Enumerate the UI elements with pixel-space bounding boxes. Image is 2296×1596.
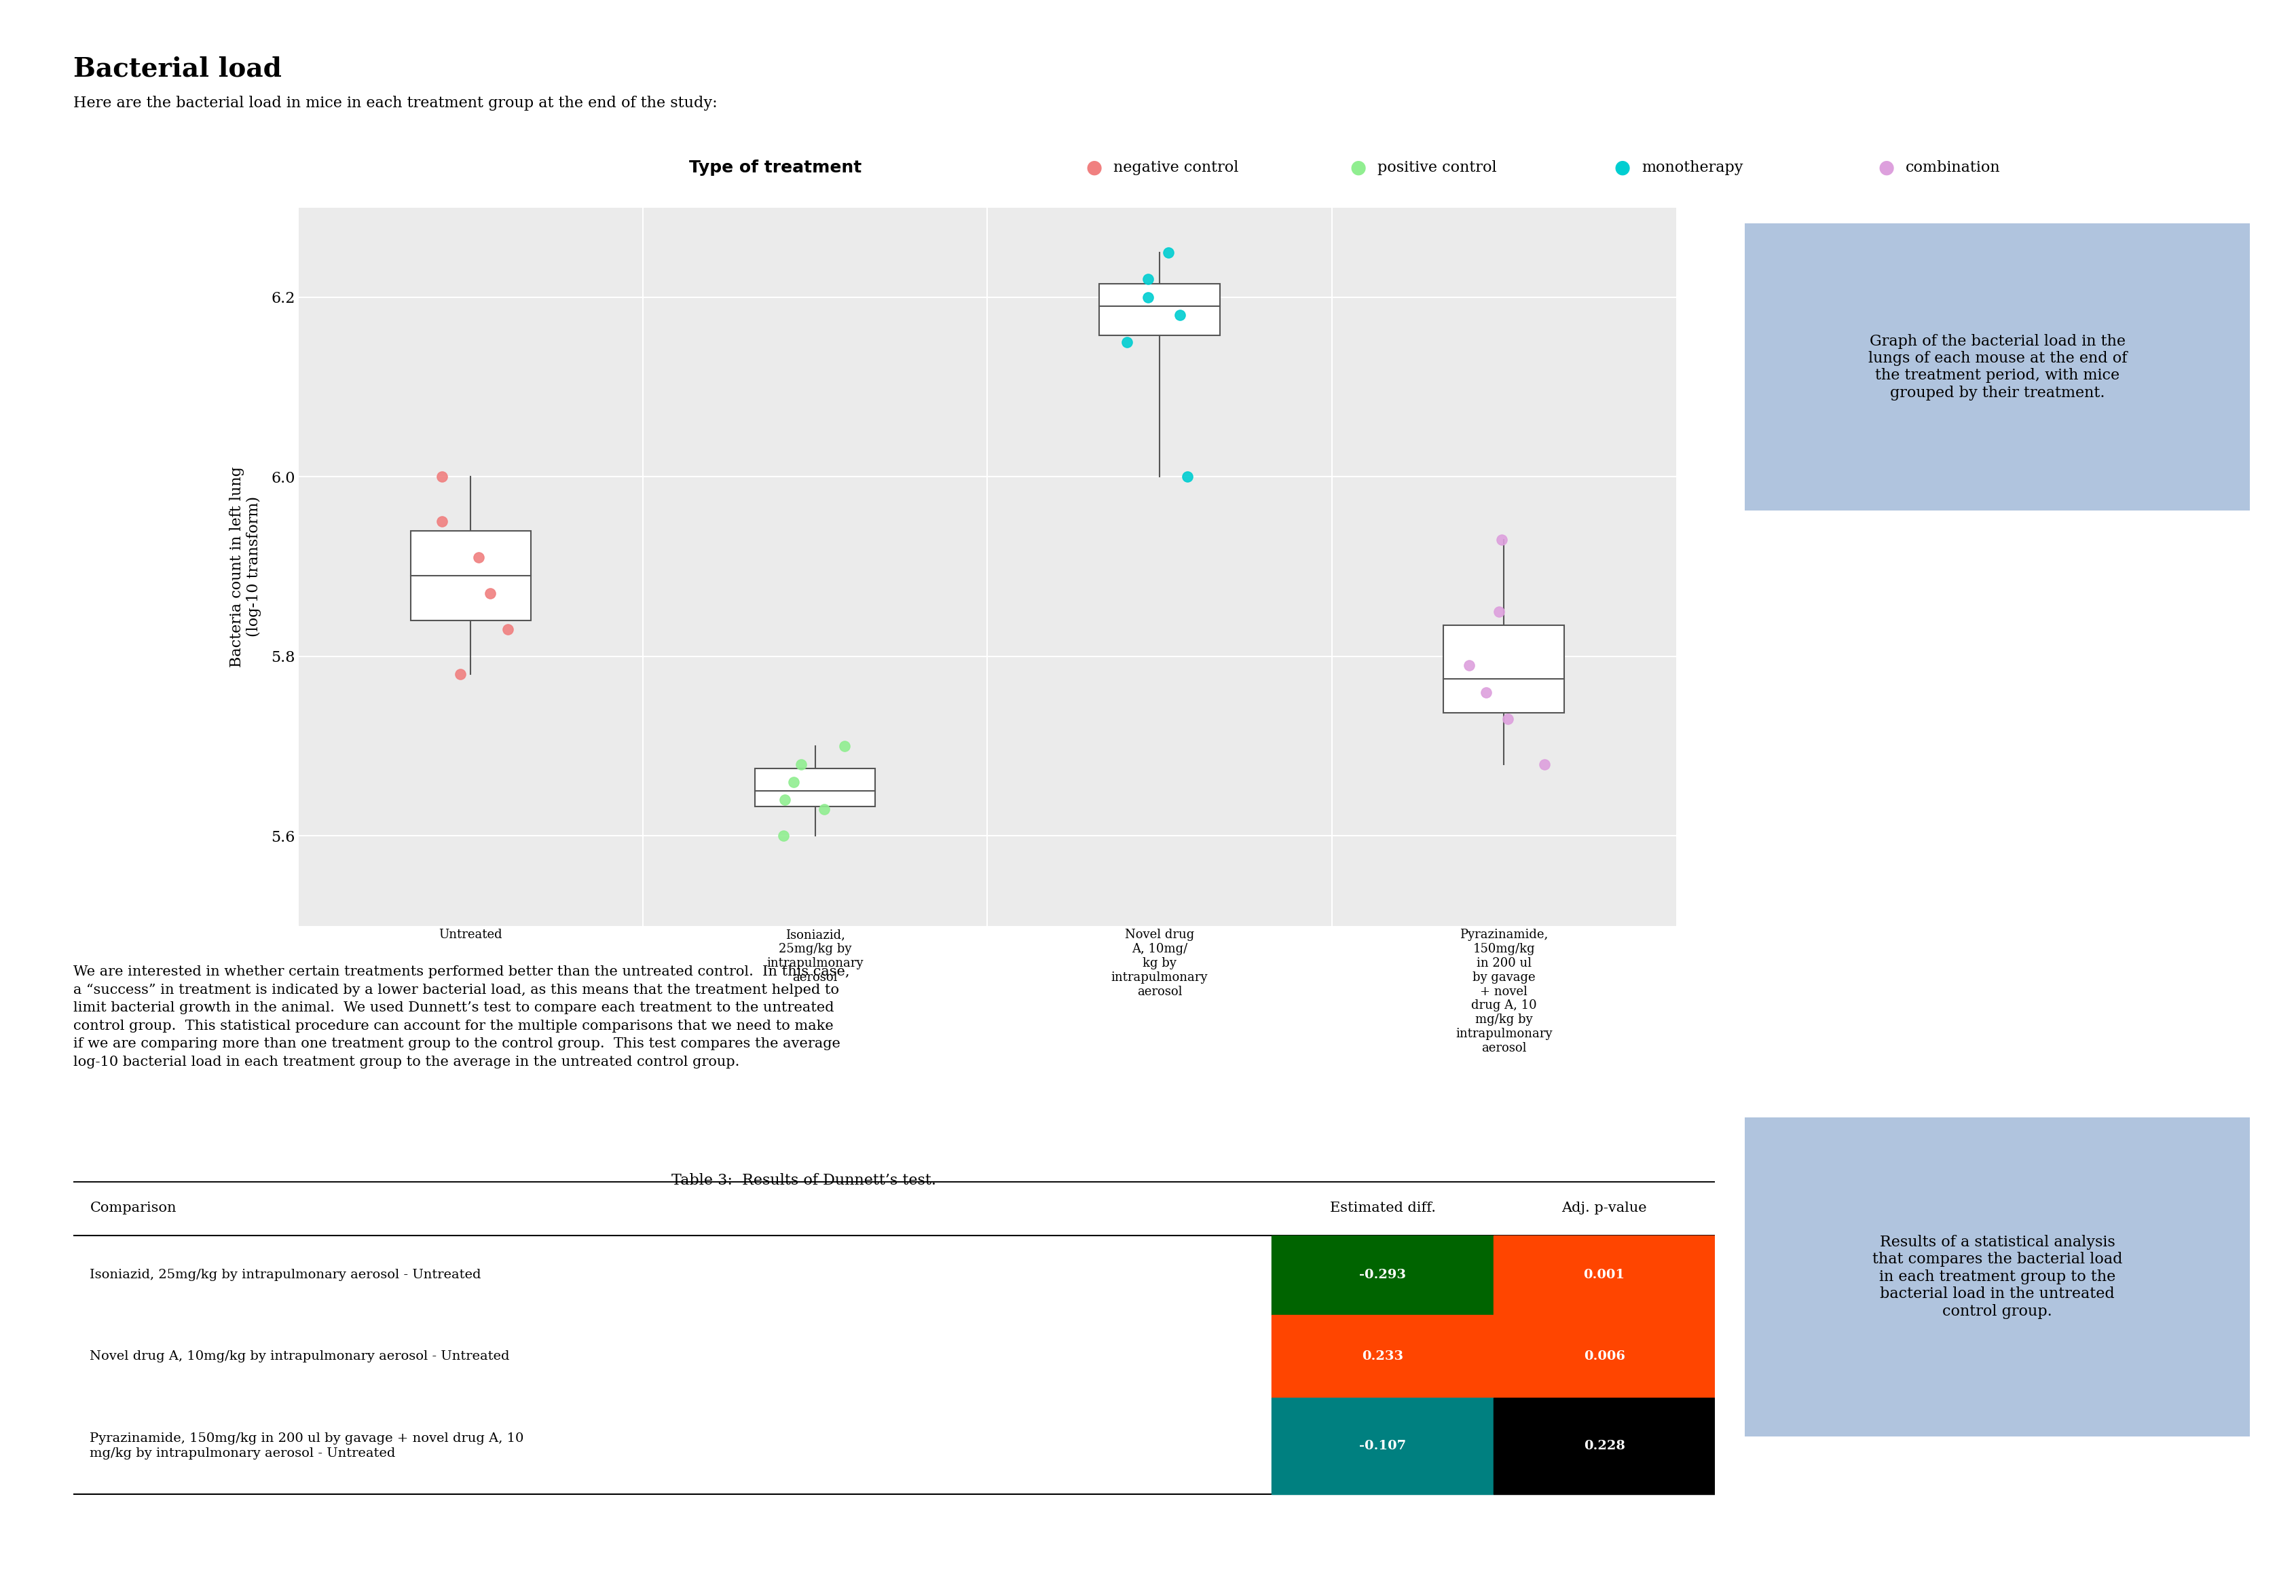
Text: ●: ● [1086, 158, 1102, 177]
Y-axis label: Bacteria count in left lung
(log-10 transform): Bacteria count in left lung (log-10 tran… [230, 466, 262, 667]
Point [1130, 267, 1166, 292]
Bar [1272, 1235, 1492, 1315]
Point [1527, 752, 1564, 777]
Text: -0.107: -0.107 [1359, 1440, 1405, 1452]
Text: ●: ● [1350, 158, 1366, 177]
Point [1169, 464, 1205, 490]
Text: Isoniazid, 25mg/kg by intrapulmonary aerosol - Untreated: Isoniazid, 25mg/kg by intrapulmonary aer… [90, 1269, 482, 1282]
Text: Comparison: Comparison [90, 1202, 177, 1215]
Text: Novel drug A, 10mg/kg by intrapulmonary aerosol - Untreated: Novel drug A, 10mg/kg by intrapulmonary … [90, 1350, 510, 1363]
Point [471, 581, 507, 606]
Bar [1444, 626, 1564, 712]
Point [1467, 680, 1504, 705]
Bar [1492, 1315, 1715, 1398]
Point [806, 796, 843, 822]
Point [767, 787, 804, 812]
Text: Estimated diff.: Estimated diff. [1329, 1202, 1435, 1215]
Point [1150, 239, 1187, 265]
Point [765, 824, 801, 849]
Text: Pyrazinamide, 150mg/kg in 200 ul by gavage + novel drug A, 10
mg/kg by intrapulm: Pyrazinamide, 150mg/kg in 200 ul by gava… [90, 1432, 523, 1460]
Text: 0.006: 0.006 [1584, 1350, 1626, 1363]
Point [489, 616, 526, 642]
Text: Adj. p-value: Adj. p-value [1561, 1202, 1646, 1215]
Text: We are interested in whether certain treatments performed better than the untrea: We are interested in whether certain tre… [73, 966, 850, 1069]
Bar [1492, 1235, 1715, 1315]
Bar [1272, 1398, 1492, 1494]
Point [441, 661, 478, 686]
Text: 0.228: 0.228 [1584, 1440, 1626, 1452]
Text: Type of treatment: Type of treatment [689, 160, 861, 176]
Point [425, 464, 461, 490]
Text: -0.293: -0.293 [1359, 1269, 1405, 1282]
Point [776, 769, 813, 795]
Point [1162, 303, 1199, 329]
Bar [1272, 1315, 1492, 1398]
Point [783, 752, 820, 777]
Point [1490, 707, 1527, 733]
Text: Results of a statistical analysis
that compares the bacterial load
in each treat: Results of a statistical analysis that c… [1874, 1235, 2122, 1318]
Bar [1492, 1398, 1715, 1494]
Text: combination: combination [1906, 160, 2000, 176]
Bar [411, 530, 530, 621]
Point [425, 509, 461, 535]
Point [1130, 284, 1166, 310]
Text: Here are the bacterial load in mice in each treatment group at the end of the st: Here are the bacterial load in mice in e… [73, 96, 716, 110]
Bar [1100, 284, 1219, 335]
Text: ●: ● [1878, 158, 1894, 177]
Point [827, 733, 863, 758]
Point [1109, 329, 1146, 354]
Text: Bacterial load: Bacterial load [73, 56, 282, 81]
Point [1451, 653, 1488, 678]
Text: Table 3:  Results of Dunnett’s test.: Table 3: Results of Dunnett’s test. [670, 1173, 937, 1187]
Point [1481, 598, 1518, 624]
Text: negative control: negative control [1114, 160, 1240, 176]
Text: ●: ● [1614, 158, 1630, 177]
Text: 0.001: 0.001 [1584, 1269, 1626, 1282]
Bar [755, 769, 875, 806]
Text: positive control: positive control [1378, 160, 1497, 176]
Text: monotherapy: monotherapy [1642, 160, 1743, 176]
Point [1483, 527, 1520, 552]
Text: 0.233: 0.233 [1362, 1350, 1403, 1363]
Point [461, 544, 498, 570]
Text: Graph of the bacterial load in the
lungs of each mouse at the end of
the treatme: Graph of the bacterial load in the lungs… [1869, 334, 2126, 401]
